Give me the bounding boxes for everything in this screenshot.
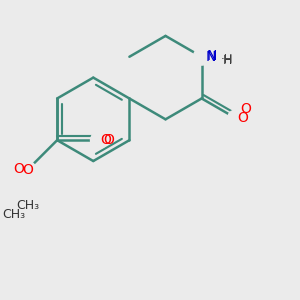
Text: H: H xyxy=(222,54,232,67)
Circle shape xyxy=(19,161,36,178)
Circle shape xyxy=(193,48,210,65)
Circle shape xyxy=(91,132,107,148)
Text: CH₃: CH₃ xyxy=(16,199,39,212)
Text: O: O xyxy=(103,133,114,147)
Text: N: N xyxy=(206,50,216,64)
Text: O: O xyxy=(100,133,111,147)
Text: N: N xyxy=(207,49,217,63)
Circle shape xyxy=(228,110,244,127)
Text: O: O xyxy=(237,111,248,125)
Text: O: O xyxy=(22,163,33,177)
Text: CH₃: CH₃ xyxy=(2,208,25,220)
Text: O: O xyxy=(240,102,251,116)
Text: ·H: ·H xyxy=(220,53,233,66)
Text: O: O xyxy=(13,162,24,176)
